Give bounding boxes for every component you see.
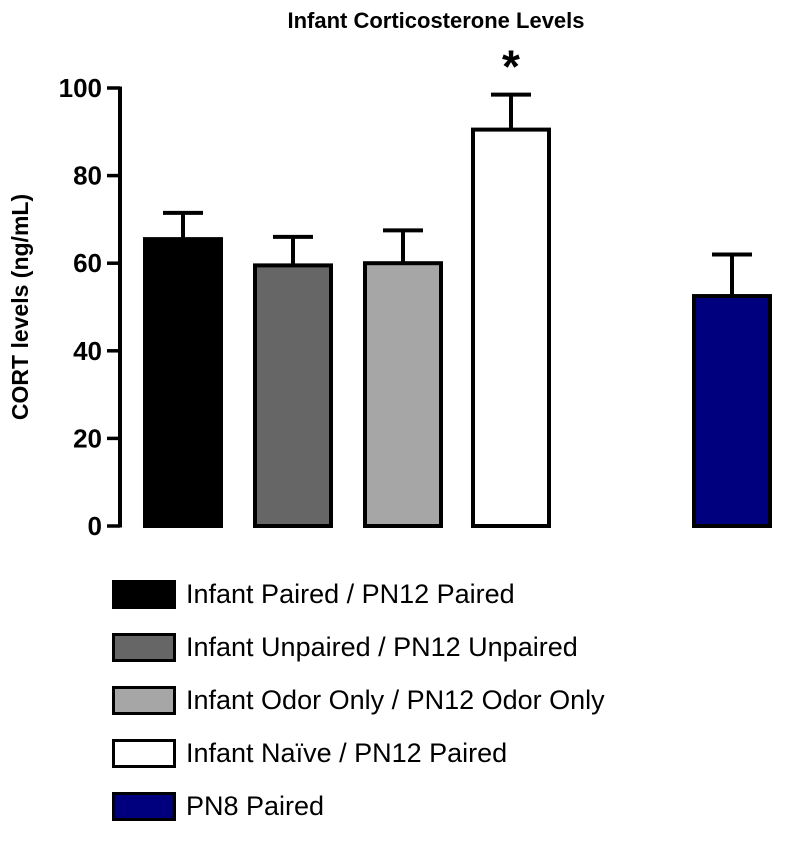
y-tick-label: 80	[73, 161, 102, 191]
bar	[253, 263, 333, 528]
bar	[471, 127, 551, 529]
legend-label: Infant Naïve / PN12 Paired	[186, 738, 508, 768]
significance-annotations: *	[502, 41, 520, 93]
bar-series	[143, 127, 772, 529]
y-tick-label: 60	[73, 248, 102, 278]
bar	[692, 294, 772, 528]
bar-chart: Infant Corticosterone Levels CORT levels…	[7, 8, 772, 541]
significance-marker: *	[502, 41, 520, 93]
legend-label: PN8 Paired	[186, 791, 325, 821]
y-tick-label: 0	[88, 511, 102, 541]
y-tick-label: 100	[59, 73, 102, 103]
legend: Infant Paired / PN12 Paired Infant Unpair…	[112, 578, 605, 843]
legend-swatch	[112, 686, 176, 715]
legend-label: Infant Odor Only / PN12 Odor Only	[186, 685, 605, 715]
legend-label: Infant Unpaired / PN12 Unpaired	[186, 632, 578, 662]
legend-swatch	[112, 580, 176, 609]
bar	[363, 261, 443, 528]
legend-item: Infant Naïve / PN12 Paired	[112, 737, 605, 770]
legend-item: Infant Odor Only / PN12 Odor Only	[112, 684, 605, 717]
y-axis-label: CORT levels (ng/mL)	[7, 194, 33, 420]
y-axis: 0 20 40 60 80 100	[59, 73, 122, 541]
bar	[143, 237, 223, 529]
y-tick-label: 40	[73, 336, 102, 366]
legend-swatch	[112, 633, 176, 662]
legend-label: Infant Paired / PN12 Paired	[186, 579, 515, 609]
legend-item: Infant Paired / PN12 Paired	[112, 578, 605, 611]
legend-item: PN8 Paired	[112, 790, 605, 823]
y-tick-label: 20	[73, 423, 102, 453]
legend-swatch	[112, 739, 176, 768]
error-bars	[163, 92, 752, 297]
legend-item: Infant Unpaired / PN12 Unpaired	[112, 631, 605, 664]
chart-title: Infant Corticosterone Levels	[287, 8, 584, 33]
legend-swatch	[112, 792, 176, 821]
